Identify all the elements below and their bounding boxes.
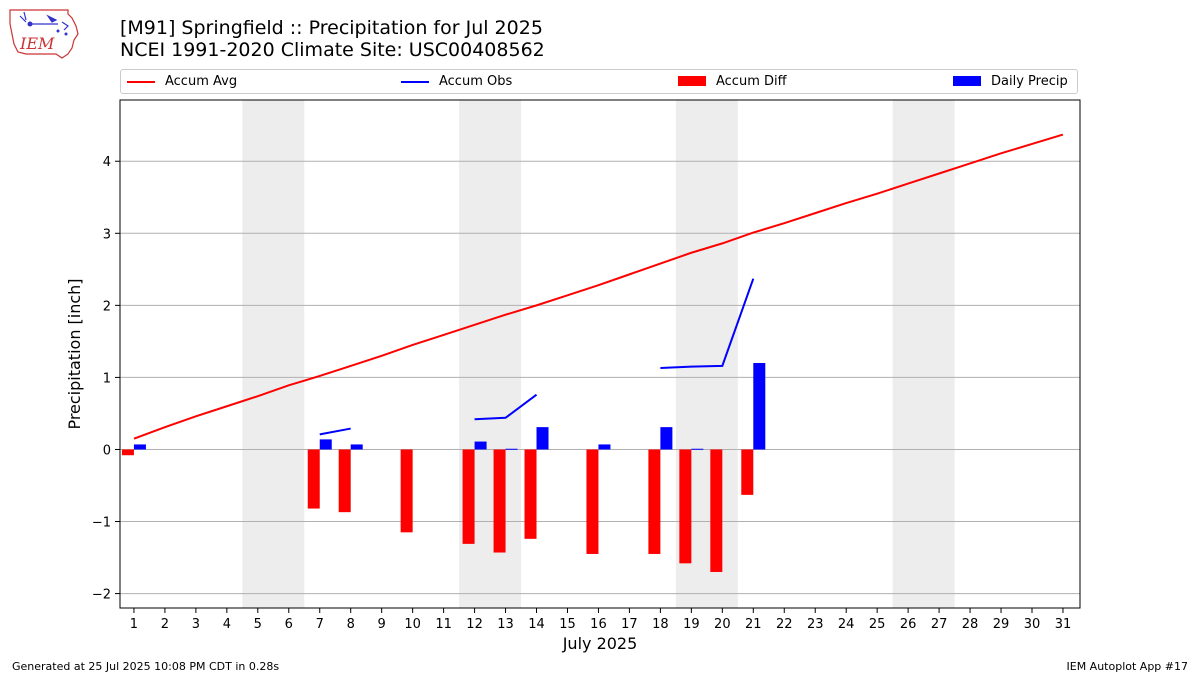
x-tick-label: 8 bbox=[347, 617, 355, 632]
chart-title: [M91] Springfield :: Precipitation for J… bbox=[120, 17, 543, 39]
accum-diff-bar bbox=[338, 449, 351, 513]
legend-swatch bbox=[401, 81, 429, 83]
x-tick-label: 16 bbox=[590, 617, 607, 632]
x-tick-label: 19 bbox=[683, 617, 700, 632]
x-tick-label: 12 bbox=[466, 617, 483, 632]
daily-precip-bar bbox=[753, 363, 766, 450]
accum-diff-bar bbox=[648, 449, 661, 554]
accum-obs-line bbox=[660, 278, 755, 370]
accum-diff-bar bbox=[710, 449, 723, 572]
x-tick-label: 3 bbox=[192, 617, 200, 632]
daily-precip-bar bbox=[474, 441, 487, 450]
daily-precip-bar bbox=[350, 444, 363, 450]
y-tick-label: 2 bbox=[103, 299, 111, 314]
accum-diff-bar bbox=[741, 449, 754, 495]
daily-precip-bar bbox=[505, 448, 518, 450]
legend-label: Daily Precip bbox=[991, 74, 1068, 89]
weekend-shade bbox=[242, 100, 305, 608]
x-axis-label: July 2025 bbox=[562, 634, 638, 653]
generated-timestamp: Generated at 25 Jul 2025 10:08 PM CDT in… bbox=[12, 660, 280, 673]
weekend-shade bbox=[675, 100, 738, 608]
legend-label: Accum Obs bbox=[439, 74, 513, 89]
accum-diff-bar bbox=[524, 449, 537, 539]
daily-precip-bar bbox=[319, 439, 332, 450]
x-tick-label: 26 bbox=[900, 617, 917, 632]
x-tick-label: 2 bbox=[161, 617, 169, 632]
x-tick-label: 7 bbox=[316, 617, 324, 632]
app-credit: IEM Autoplot App #17 bbox=[1066, 660, 1189, 673]
legend-label: Accum Diff bbox=[716, 74, 787, 89]
x-tick-label: 31 bbox=[1055, 617, 1072, 632]
accum-diff-bar bbox=[493, 449, 506, 553]
x-tick-label: 28 bbox=[962, 617, 979, 632]
x-tick-label: 22 bbox=[776, 617, 793, 632]
legend-label: Accum Avg bbox=[165, 74, 238, 89]
y-tick-label: 3 bbox=[103, 227, 111, 242]
legend: Accum Avg Accum Obs Accum Diff Daily Pre… bbox=[120, 69, 1078, 94]
daily-precip-bar bbox=[536, 427, 549, 450]
y-axis-label: Precipitation [inch] bbox=[65, 278, 84, 429]
accum-avg-line bbox=[133, 133, 1064, 440]
accum-diff-bar bbox=[586, 449, 599, 554]
x-tick-label: 4 bbox=[223, 617, 231, 632]
y-tick-label: −1 bbox=[92, 516, 111, 531]
weekend-shade bbox=[459, 100, 522, 608]
weekend-shade bbox=[892, 100, 955, 608]
x-tick-label: 18 bbox=[652, 617, 669, 632]
y-tick-label: 4 bbox=[103, 155, 111, 170]
x-tick-label: 11 bbox=[435, 617, 452, 632]
x-tick-label: 10 bbox=[404, 617, 421, 632]
x-tick-label: 14 bbox=[528, 617, 545, 632]
legend-swatch bbox=[678, 76, 706, 86]
x-tick-label: 1 bbox=[130, 617, 138, 632]
accum-diff-bar bbox=[462, 449, 475, 544]
x-tick-label: 15 bbox=[559, 617, 576, 632]
plot-frame bbox=[119, 99, 1081, 609]
daily-precip-bar bbox=[133, 444, 146, 450]
legend-swatch bbox=[127, 81, 155, 83]
iem-logo: IEM bbox=[9, 9, 79, 59]
daily-precip-bar bbox=[660, 427, 673, 450]
x-tick-label: 24 bbox=[838, 617, 855, 632]
y-tick-label: 1 bbox=[103, 371, 111, 386]
x-tick-label: 27 bbox=[931, 617, 948, 632]
x-tick-label: 17 bbox=[621, 617, 638, 632]
x-tick-label: 9 bbox=[378, 617, 386, 632]
daily-precip-bar bbox=[691, 448, 704, 450]
x-tick-label: 20 bbox=[714, 617, 731, 632]
y-tick-label: −2 bbox=[92, 588, 111, 603]
x-tick-label: 23 bbox=[807, 617, 824, 632]
accum-diff-bar bbox=[307, 449, 320, 509]
accum-obs-line bbox=[474, 393, 538, 421]
logo-text: IEM bbox=[19, 34, 55, 53]
x-tick-label: 5 bbox=[254, 617, 262, 632]
accum-obs-line bbox=[319, 427, 351, 436]
x-tick-label: 6 bbox=[285, 617, 293, 632]
chart-subtitle: NCEI 1991-2020 Climate Site: USC00408562 bbox=[120, 39, 545, 61]
daily-precip-bar bbox=[598, 444, 611, 450]
legend-swatch bbox=[953, 76, 981, 86]
x-tick-label: 29 bbox=[993, 617, 1010, 632]
x-tick-label: 13 bbox=[497, 617, 514, 632]
x-tick-label: 21 bbox=[745, 617, 762, 632]
accum-diff-bar bbox=[679, 449, 692, 564]
x-tick-label: 25 bbox=[869, 617, 886, 632]
x-tick-label: 30 bbox=[1024, 617, 1041, 632]
accum-diff-bar bbox=[121, 449, 134, 456]
y-tick-label: 0 bbox=[103, 443, 111, 458]
accum-diff-bar bbox=[400, 449, 413, 533]
